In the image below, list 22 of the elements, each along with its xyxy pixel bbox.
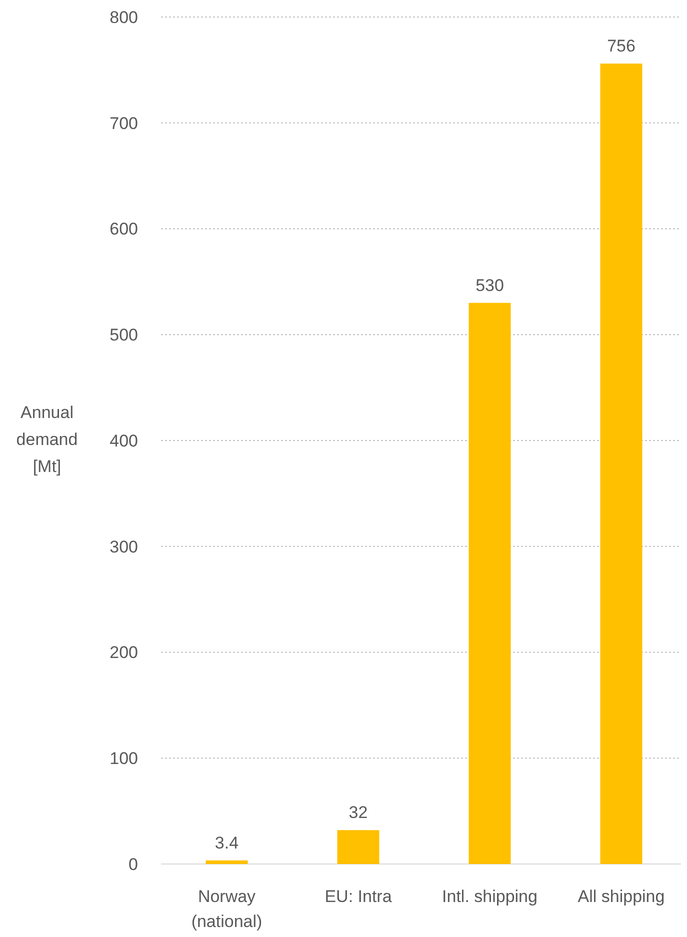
- y-tick-label: 600: [110, 220, 138, 239]
- y-tick-label: 200: [110, 643, 138, 662]
- bar: [600, 64, 642, 864]
- x-tick-label: Norway (national): [191, 887, 262, 931]
- y-axis-title: Annual demand [Mt]: [16, 403, 78, 476]
- bar: [337, 830, 380, 864]
- y-tick-label: 0: [128, 854, 138, 874]
- y-tick-label: 100: [110, 749, 138, 768]
- bar: [468, 302, 511, 864]
- y-tick-label: 300: [110, 537, 138, 556]
- data-label: 32: [348, 803, 368, 822]
- y-tick-label: 400: [110, 431, 138, 450]
- data-label: 530: [476, 276, 504, 295]
- bar: [206, 860, 248, 864]
- data-label: 756: [607, 36, 636, 56]
- y-tick-label: 700: [110, 114, 138, 133]
- x-tick-label: All shipping: [578, 887, 665, 906]
- data-label: 3.4: [214, 833, 239, 852]
- x-tick-label: Intl. shipping: [442, 887, 538, 906]
- x-tick-label: EU: Intra: [324, 887, 392, 906]
- y-tick-label: 800: [110, 8, 138, 27]
- y-tick-label: 500: [110, 326, 138, 345]
